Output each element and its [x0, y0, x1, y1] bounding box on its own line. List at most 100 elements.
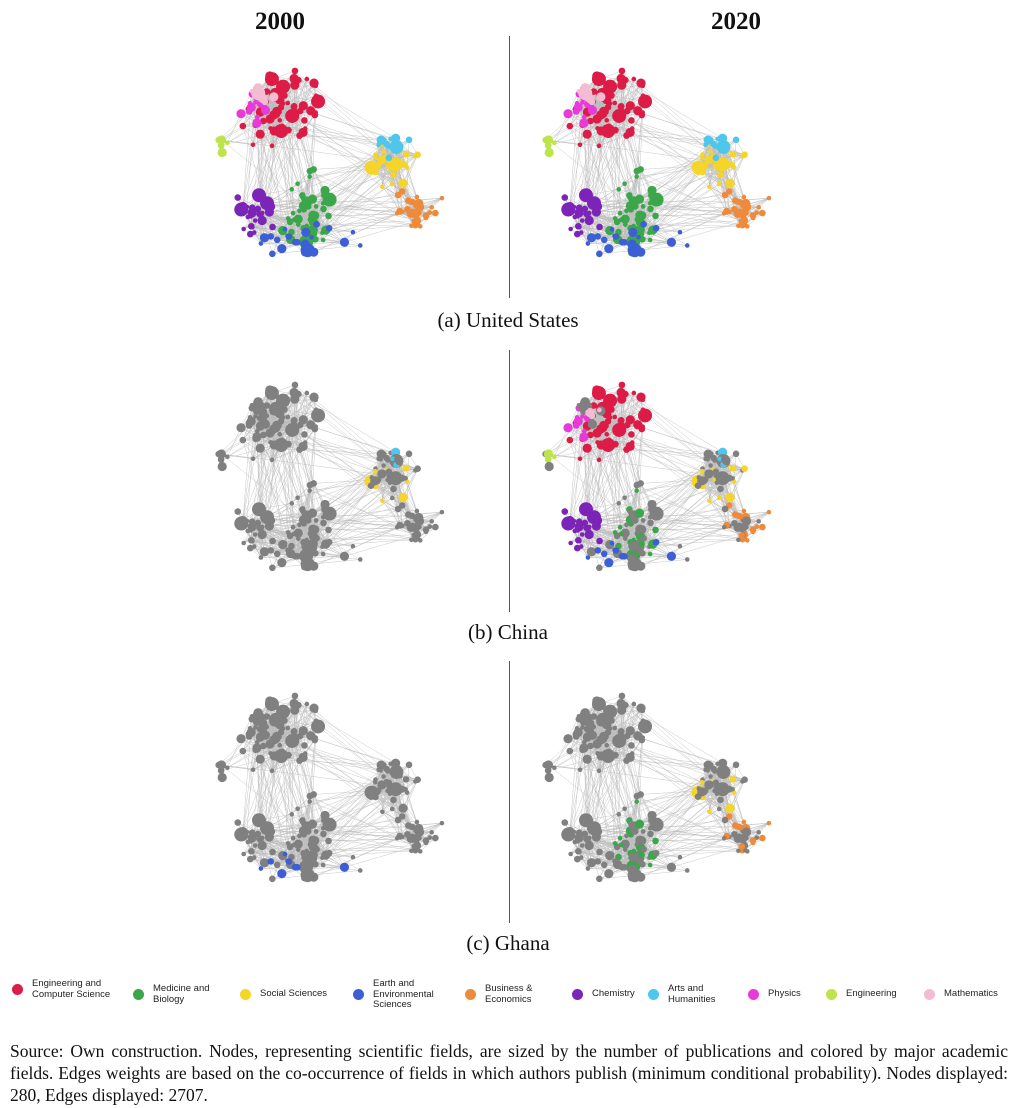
network-node — [312, 236, 319, 243]
network-edge — [402, 154, 418, 184]
network-node — [411, 218, 419, 225]
network-edge — [218, 103, 284, 141]
network-edge — [299, 135, 314, 170]
network-edge — [579, 218, 616, 228]
network-edge — [298, 393, 396, 453]
network-edge — [742, 197, 770, 222]
network-node — [259, 233, 270, 243]
network-node — [640, 110, 646, 115]
network-edge — [256, 122, 309, 207]
network-us — [215, 67, 772, 258]
network-edge — [269, 432, 283, 545]
network-node — [339, 237, 350, 247]
network-node — [640, 222, 645, 227]
network-node — [647, 237, 653, 243]
network-node — [591, 207, 601, 217]
network-node — [638, 94, 653, 109]
network-edge — [545, 103, 611, 141]
network-node — [325, 224, 333, 232]
network-node — [623, 222, 628, 227]
network-edge — [304, 128, 314, 170]
network-node — [265, 88, 270, 94]
network-edge — [620, 212, 638, 219]
network-node — [607, 101, 613, 106]
network-edge — [227, 124, 256, 143]
network-node — [592, 71, 602, 81]
network-node — [402, 151, 410, 158]
network-edge — [298, 79, 317, 96]
network-node — [427, 210, 433, 215]
network-node — [572, 214, 578, 220]
network-node — [587, 105, 598, 115]
network-edge — [597, 199, 633, 207]
network-node — [405, 136, 413, 144]
network-edge — [242, 423, 296, 521]
network-edge — [317, 101, 384, 152]
network-node — [310, 166, 317, 173]
network-node — [255, 129, 265, 139]
network-edge — [724, 147, 747, 204]
network-node — [320, 237, 326, 243]
network-node — [297, 208, 302, 214]
network-node — [301, 208, 306, 213]
network-edge — [625, 79, 644, 96]
network-node — [637, 166, 644, 173]
network-edge — [307, 429, 316, 521]
network-node — [273, 236, 281, 244]
network-node — [596, 250, 603, 258]
network-edge — [252, 218, 289, 228]
network-edge — [344, 221, 415, 243]
network-node — [622, 181, 627, 187]
network-edge — [596, 211, 619, 233]
network-edge — [307, 115, 316, 207]
network-node — [260, 117, 267, 125]
network-node — [568, 226, 573, 232]
network-node — [736, 198, 743, 206]
network-node — [592, 88, 597, 94]
network-edge — [634, 115, 643, 207]
network-node — [269, 143, 275, 149]
network-node — [236, 109, 246, 119]
network-node — [389, 181, 395, 187]
network-node — [264, 207, 274, 217]
network-node — [619, 107, 625, 113]
network-node — [609, 226, 615, 232]
network-node — [309, 78, 319, 88]
network-node — [350, 229, 356, 235]
network-node — [320, 200, 326, 206]
network-node — [741, 194, 747, 200]
network-edge — [585, 111, 604, 196]
network-node — [623, 107, 631, 115]
network-edge — [747, 212, 763, 227]
network-node — [634, 194, 645, 204]
network-node — [301, 117, 308, 124]
network-node — [618, 67, 626, 75]
network-node — [270, 93, 275, 99]
panel-divider — [509, 36, 510, 298]
network-edge — [328, 215, 354, 233]
network-edge — [593, 163, 699, 204]
network-node — [604, 244, 614, 254]
network-edge — [589, 98, 595, 204]
network-node — [216, 135, 227, 145]
network-edge — [420, 212, 436, 227]
network-edge — [630, 210, 748, 227]
network-edge — [266, 163, 372, 204]
network-edge — [626, 135, 641, 170]
network-node — [247, 101, 253, 106]
network-node — [285, 100, 291, 106]
network-edge — [579, 226, 672, 243]
network-node — [298, 127, 308, 138]
network-node — [561, 194, 569, 201]
network-node — [631, 76, 637, 82]
network-edge — [270, 199, 306, 207]
network-node — [719, 165, 724, 171]
network-node — [579, 218, 585, 223]
network-node — [380, 184, 385, 190]
network-edge — [313, 211, 403, 253]
network-node — [311, 226, 318, 234]
network-node — [599, 106, 609, 116]
network-node — [612, 108, 627, 123]
network-node — [398, 178, 408, 188]
network-node — [376, 142, 381, 148]
